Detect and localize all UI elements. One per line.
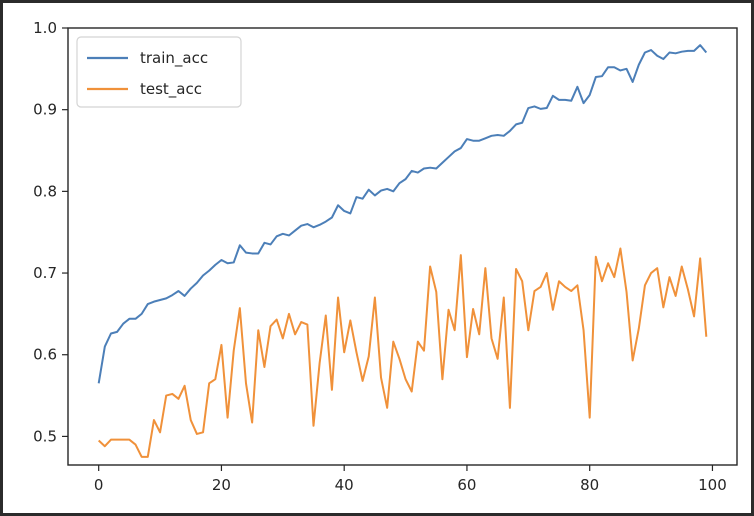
line-chart: 0 20 40 60 80 100 0.5 0.6 0.7 0.8 0.9 1.0 train_acc… [33, 19, 738, 494]
y-tick-label: 0.6 [33, 346, 57, 364]
y-tick-label: 1.0 [33, 19, 57, 37]
y-tick-label: 0.7 [33, 264, 57, 282]
x-tick-label: 20 [212, 476, 231, 494]
x-tick-label: 60 [457, 476, 476, 494]
axes-layer: 0 20 40 60 80 100 0.5 0.6 0.7 0.8 0.9 1.0 [33, 19, 727, 494]
legend-label-train-acc: train_acc [140, 49, 208, 68]
series-line-test-acc [98, 247, 708, 458]
y-tick-label: 0.5 [33, 427, 57, 445]
series-layer [97, 44, 708, 458]
y-tick-label: 0.8 [33, 182, 57, 200]
x-tick-label: 0 [94, 476, 104, 494]
y-tick-label: 0.9 [33, 101, 57, 119]
plot-area [67, 27, 738, 466]
legend: train_acc test_acc [76, 36, 242, 108]
series-line-train-acc [97, 44, 708, 384]
x-tick-label: 40 [335, 476, 354, 494]
legend-label-test-acc: test_acc [140, 80, 202, 99]
x-tick-label: 80 [580, 476, 599, 494]
x-tick-label: 100 [698, 476, 727, 494]
